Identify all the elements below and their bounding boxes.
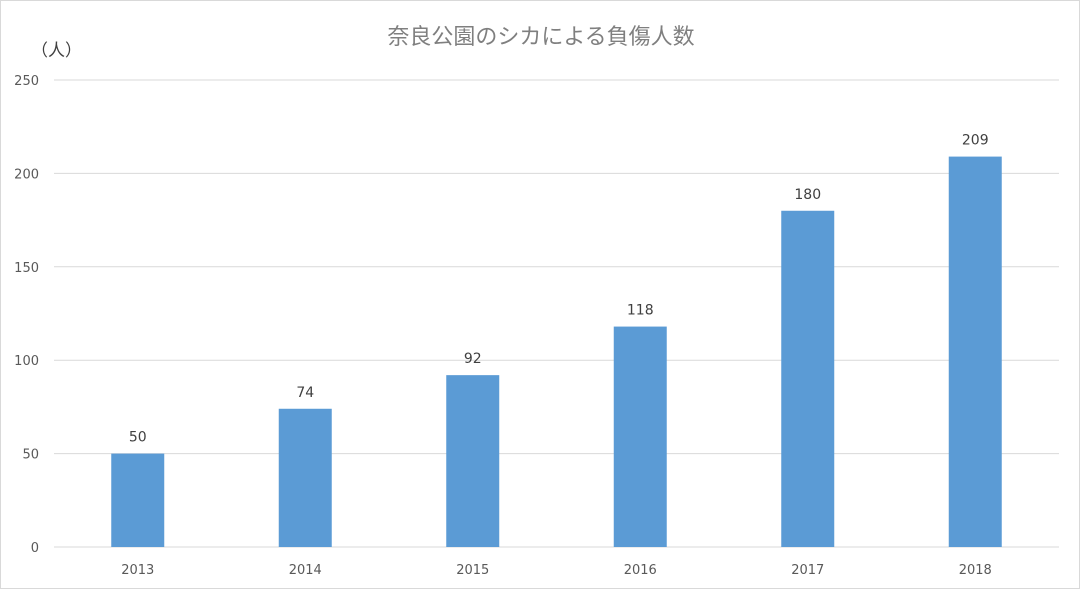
- bar-2015: [446, 375, 500, 547]
- x-tick-label-2014: 2014: [289, 563, 322, 578]
- bar-2016: [613, 326, 667, 547]
- y-tick-label-200: 200: [14, 167, 39, 182]
- x-tick-label-2015: 2015: [456, 563, 489, 578]
- y-tick-label-250: 250: [14, 74, 39, 89]
- x-tick-label-2013: 2013: [121, 563, 154, 578]
- bar-2018: [948, 156, 1002, 547]
- y-tick-label-50: 50: [22, 448, 39, 463]
- y-tick-label-0: 0: [31, 541, 39, 556]
- grid-lines: [54, 79, 1059, 548]
- data-label-2014: 74: [296, 385, 314, 401]
- bar-2013: [111, 453, 165, 547]
- y-tick-labels: 0 50 100 150 200 250: [14, 74, 39, 556]
- y-tick-label-150: 150: [14, 261, 39, 276]
- bar-2017: [781, 210, 835, 547]
- data-label-2015: 92: [464, 351, 482, 367]
- x-tick-label-2018: 2018: [959, 563, 992, 578]
- bar-2014: [278, 408, 332, 547]
- data-label-2018: 209: [962, 133, 989, 149]
- bars: [111, 156, 1002, 547]
- x-tick-label-2017: 2017: [791, 563, 824, 578]
- data-label-2016: 118: [627, 303, 654, 319]
- chart-title: 奈良公園のシカによる負傷人数: [387, 25, 694, 50]
- x-tick-labels: 2013 2014 2015 2016 2017 2018: [121, 563, 992, 578]
- data-label-2013: 50: [129, 430, 147, 446]
- data-labels: 50 74 92 118 180 209: [129, 133, 989, 446]
- y-axis-label: （人）: [31, 41, 82, 61]
- data-label-2017: 180: [794, 187, 821, 203]
- y-tick-label-100: 100: [14, 354, 39, 369]
- x-tick-label-2016: 2016: [624, 563, 657, 578]
